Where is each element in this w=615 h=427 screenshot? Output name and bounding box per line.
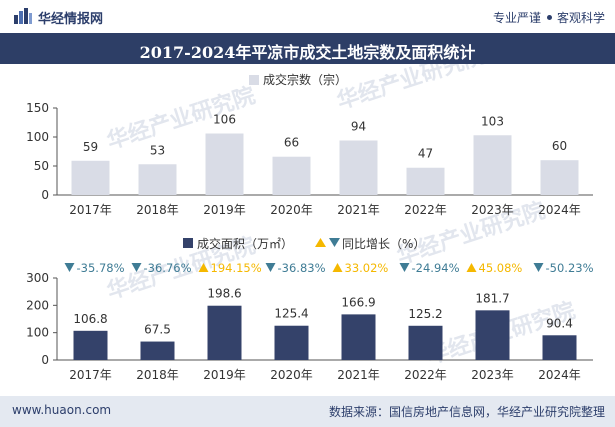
data-label-count: 94 [351, 119, 366, 133]
legend-label-count: 成交宗数（宗） [263, 72, 347, 87]
growth-down-triangle-icon [64, 263, 75, 272]
y-tick-label-2: 200 [26, 298, 49, 312]
bar-count [406, 167, 445, 195]
top-bar: 华经情报网 专业严谨 客观科学 [0, 0, 615, 33]
footer: www.huaon.com 数据来源：国信房地产信息网，华经产业研究院整理 [0, 396, 615, 427]
bar-area [207, 305, 242, 360]
growth-label: -36.76% [144, 261, 192, 275]
growth-up-triangle-icon [332, 263, 343, 272]
x-tick-label-2: 2019年 [203, 368, 246, 382]
data-label-count: 106 [213, 113, 236, 127]
chart-area: 华经产业研究院华经产业研究院华经产业研究院华经产业研究院华经产业研究院成交宗数（… [26, 64, 594, 382]
data-label-count: 53 [150, 143, 165, 157]
legend-up-triangle-icon [315, 238, 326, 247]
legend-swatch-area [183, 238, 193, 248]
bar-area [341, 314, 376, 360]
data-label-count: 47 [418, 147, 433, 161]
y-tick-label-1: 150 [26, 101, 49, 115]
data-label-count: 59 [83, 140, 98, 154]
slogan-right: 客观科学 [556, 11, 605, 25]
bar-count [540, 160, 579, 195]
growth-up-triangle-icon [198, 263, 209, 272]
bullet-dot-icon [546, 15, 552, 20]
x-tick-label-1: 2022年 [404, 203, 447, 217]
y-tick-label-1: 100 [26, 130, 49, 144]
x-tick-label-2: 2024年 [538, 368, 581, 382]
data-label-area: 198.6 [207, 287, 241, 301]
watermark-text: 华经产业研究院 [334, 64, 489, 115]
bar-area [140, 341, 175, 360]
bar-area [408, 325, 443, 360]
bar-area [542, 335, 577, 360]
slogan: 专业严谨 客观科学 [493, 9, 605, 26]
brand-name: 华经情报网 [38, 12, 104, 27]
x-tick-label-2: 2017年 [69, 368, 112, 382]
x-tick-label-1: 2020年 [270, 203, 313, 217]
growth-label: -50.23% [546, 261, 594, 275]
bar-area [73, 330, 108, 360]
growth-label: -24.94% [412, 261, 460, 275]
growth-label: 194.15% [211, 261, 262, 275]
y-tick-label-2: 300 [26, 271, 49, 285]
data-label-area: 125.4 [274, 307, 308, 321]
growth-down-triangle-icon [265, 263, 276, 272]
data-label-count: 66 [284, 136, 299, 150]
bar-count [473, 135, 512, 195]
slogan-left: 专业严谨 [492, 11, 541, 25]
legend-swatch-count [249, 75, 259, 85]
bar-count [71, 160, 110, 195]
footer-site: www.huaon.com [12, 403, 112, 417]
x-tick-label-2: 2022年 [404, 368, 447, 382]
x-tick-label-1: 2024年 [538, 203, 581, 217]
bar-area [475, 310, 510, 360]
data-label-area: 125.2 [408, 307, 442, 321]
chart-title: 2017-2024年平凉市成交土地宗数及面积统计 [139, 43, 476, 62]
growth-label: 33.02% [345, 261, 389, 275]
y-tick-label-1: 50 [34, 159, 49, 173]
title-bar: 2017-2024年平凉市成交土地宗数及面积统计 [0, 33, 615, 64]
data-label-area: 90.4 [546, 316, 573, 330]
legend-label-area: 成交面积（万㎡） [197, 236, 293, 251]
growth-up-triangle-icon [466, 263, 477, 272]
bar-count [138, 164, 177, 195]
growth-down-triangle-icon [533, 263, 544, 272]
growth-label: -35.78% [77, 261, 125, 275]
legend-label-growth: 同比增长（%） [342, 237, 425, 251]
x-tick-label-2: 2023年 [471, 368, 514, 382]
data-label-area: 166.9 [341, 295, 375, 309]
y-tick-label-2: 0 [41, 353, 49, 367]
bar-count [339, 140, 378, 195]
growth-label: 45.08% [479, 261, 523, 275]
growth-down-triangle-icon [131, 263, 142, 272]
growth-label: -36.83% [278, 261, 326, 275]
data-label-area: 106.8 [73, 312, 107, 326]
x-tick-label-2: 2018年 [136, 368, 179, 382]
x-tick-label-1: 2021年 [337, 203, 380, 217]
x-tick-label-2: 2020年 [270, 368, 313, 382]
bar-area [274, 325, 309, 360]
bar-count [272, 156, 311, 195]
data-label-count: 103 [481, 114, 504, 128]
x-tick-label-1: 2018年 [136, 203, 179, 217]
x-tick-label-1: 2017年 [69, 203, 112, 217]
x-tick-label-2: 2021年 [337, 368, 380, 382]
x-tick-label-1: 2019年 [203, 203, 246, 217]
huajing-logo-icon [14, 8, 32, 24]
y-tick-label-2: 100 [26, 326, 49, 340]
bar-count [205, 133, 244, 195]
data-label-area: 181.7 [475, 291, 509, 305]
growth-down-triangle-icon [399, 263, 410, 272]
legend-down-triangle-icon [329, 238, 340, 247]
data-label-area: 67.5 [144, 323, 171, 337]
footer-source: 数据来源：国信房地产信息网，华经产业研究院整理 [328, 405, 605, 419]
y-tick-label-1: 0 [41, 188, 49, 202]
x-tick-label-1: 2023年 [471, 203, 514, 217]
data-label-count: 60 [552, 139, 567, 153]
